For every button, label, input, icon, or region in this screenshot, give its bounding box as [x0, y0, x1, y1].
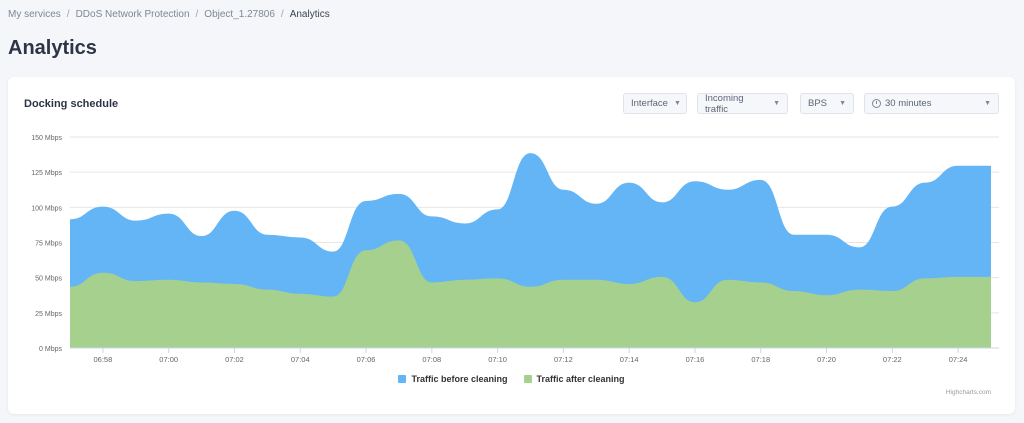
chart-card: Docking schedule Interface ▼ Incoming tr…	[8, 77, 1015, 414]
breadcrumb-separator: /	[195, 9, 199, 20]
y-tick-label: 50 Mbps	[35, 276, 62, 283]
period-select-label: 30 minutes	[872, 98, 931, 109]
legend-item-after-cleaning[interactable]: Traffic after cleaning	[523, 374, 625, 384]
series-line-1	[69, 240, 992, 304]
legend-label-before: Traffic before cleaning	[411, 374, 508, 384]
clock-icon	[872, 98, 881, 108]
x-tick-label: 07:04	[291, 355, 310, 364]
breadcrumb-separator: /	[66, 9, 70, 20]
series-area-1	[70, 241, 991, 348]
period-select-value: 30 minutes	[885, 98, 932, 109]
traffic-area-chart: 0 Mbps 25 Mbps 50 Mbps 75 Mbps 100 Mbps 125 M…	[31, 135, 999, 364]
legend-item-before-cleaning[interactable]: Traffic before cleaning	[398, 374, 508, 384]
interface-select[interactable]: Interface ▼	[623, 93, 687, 114]
unit-select[interactable]: BPS ▼	[800, 93, 854, 114]
y-tick-label: 25 Mbps	[35, 311, 62, 318]
interface-select-value: Interface	[631, 98, 668, 109]
x-tick-label: 07:08	[422, 355, 441, 364]
chevron-down-icon: ▼	[839, 100, 846, 107]
x-tick-label: 07:14	[620, 355, 639, 364]
traffic-direction-select-value: Incoming traffic	[705, 92, 744, 115]
chart-legend: Traffic before cleaning Traffic after cl…	[8, 374, 1015, 384]
x-tick-label: 07:10	[488, 355, 507, 364]
traffic-direction-select[interactable]: Incoming traffic ▼	[697, 92, 788, 115]
x-tick-label: 07:20	[817, 355, 836, 364]
legend-swatch-before	[398, 375, 407, 383]
series-line-0	[69, 153, 991, 254]
y-tick-label: 75 Mbps	[35, 241, 62, 248]
chart-axes: 0 Mbps 25 Mbps 50 Mbps 75 Mbps 100 Mbps 125 M…	[31, 135, 999, 364]
y-tick-label: 100 Mbps	[31, 205, 62, 212]
x-tick-label: 07:12	[554, 355, 573, 364]
x-tick-label: 07:24	[949, 355, 968, 364]
breadcrumb-ddos-network-protection[interactable]: DDoS Network Protection	[75, 9, 190, 20]
chart-series	[69, 153, 992, 348]
breadcrumb: My services / DDoS Network Protection / …	[8, 9, 330, 20]
x-tick-label: 07:22	[883, 355, 902, 364]
legend-swatch-after	[523, 375, 532, 383]
y-tick-label: 125 Mbps	[31, 170, 62, 177]
x-tick-label: 07:06	[357, 355, 376, 364]
breadcrumb-object[interactable]: Object_1.27806	[204, 9, 275, 20]
x-tick-label: 07:02	[225, 355, 244, 364]
breadcrumb-current: Analytics	[289, 9, 330, 20]
y-tick-label: 0 Mbps	[39, 346, 62, 353]
chart-credits[interactable]: Highcharts.com	[945, 389, 991, 396]
page-title: Analytics	[8, 37, 97, 59]
x-tick-label: 07:00	[159, 355, 178, 364]
x-tick-label: 07:18	[751, 355, 770, 364]
unit-select-value: BPS	[808, 98, 828, 109]
card-title: Docking schedule	[24, 98, 119, 110]
breadcrumb-my-services[interactable]: My services	[8, 9, 61, 20]
y-tick-label: 150 Mbps	[31, 135, 62, 142]
chevron-down-icon: ▼	[773, 100, 780, 107]
breadcrumb-separator: /	[280, 9, 284, 20]
x-tick-label: 07:16	[686, 355, 705, 364]
legend-label-after: Traffic after cleaning	[536, 374, 625, 384]
chevron-down-icon: ▼	[673, 100, 681, 107]
x-tick-label: 06:58	[94, 355, 113, 364]
chevron-down-icon: ▼	[984, 100, 991, 107]
period-select[interactable]: 30 minutes ▼	[864, 93, 999, 114]
